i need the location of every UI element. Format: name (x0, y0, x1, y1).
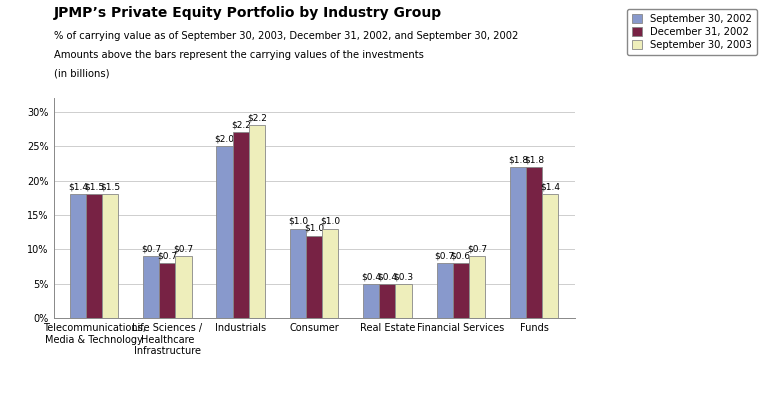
Bar (453, 263, 469, 318)
Text: $0.6: $0.6 (450, 251, 471, 260)
Text: $0.7: $0.7 (466, 244, 487, 253)
Text: $1.4: $1.4 (540, 182, 560, 192)
Bar (306, 236, 322, 318)
Bar (526, 167, 542, 318)
Text: $1.0: $1.0 (320, 217, 340, 226)
Bar (469, 256, 485, 318)
Text: $1.5: $1.5 (84, 182, 104, 192)
Bar (437, 263, 453, 318)
Text: $0.3: $0.3 (394, 272, 414, 281)
Text: $2.2: $2.2 (247, 114, 267, 123)
Text: $0.4: $0.4 (378, 272, 398, 281)
Bar (363, 284, 379, 318)
Bar (86, 194, 102, 318)
Bar (322, 229, 339, 318)
Text: $0.7: $0.7 (434, 251, 455, 260)
Text: $1.4: $1.4 (68, 182, 88, 192)
Text: $1.8: $1.8 (524, 155, 544, 164)
Bar (175, 256, 192, 318)
Bar (379, 284, 395, 318)
Text: % of carrying value as of September 30, 2003, December 31, 2002, and September 3: % of carrying value as of September 30, … (54, 31, 518, 41)
Text: $0.7: $0.7 (141, 244, 162, 253)
Bar (70, 194, 86, 318)
Bar (542, 194, 558, 318)
Text: $0.7: $0.7 (157, 251, 178, 260)
Bar (395, 284, 411, 318)
Text: (in billions): (in billions) (54, 69, 109, 79)
Bar (249, 126, 265, 318)
Bar (102, 194, 118, 318)
Bar (217, 146, 233, 318)
Text: JPMP’s Private Equity Portfolio by Industry Group: JPMP’s Private Equity Portfolio by Indus… (54, 6, 442, 20)
Bar (143, 256, 159, 318)
Text: $2.2: $2.2 (231, 121, 250, 130)
Text: $0.4: $0.4 (362, 272, 381, 281)
Text: $2.0: $2.0 (214, 134, 234, 143)
Bar (510, 167, 526, 318)
Bar (290, 229, 306, 318)
Text: $1.0: $1.0 (288, 217, 308, 226)
Text: $1.5: $1.5 (100, 182, 120, 192)
Text: $1.0: $1.0 (304, 224, 324, 233)
Text: $1.8: $1.8 (508, 155, 528, 164)
Legend: September 30, 2002, December 31, 2002, September 30, 2003: September 30, 2002, December 31, 2002, S… (627, 9, 757, 55)
Text: $0.7: $0.7 (173, 244, 194, 253)
Bar (159, 263, 175, 318)
Bar (233, 132, 249, 318)
Text: Amounts above the bars represent the carrying values of the investments: Amounts above the bars represent the car… (54, 50, 424, 60)
